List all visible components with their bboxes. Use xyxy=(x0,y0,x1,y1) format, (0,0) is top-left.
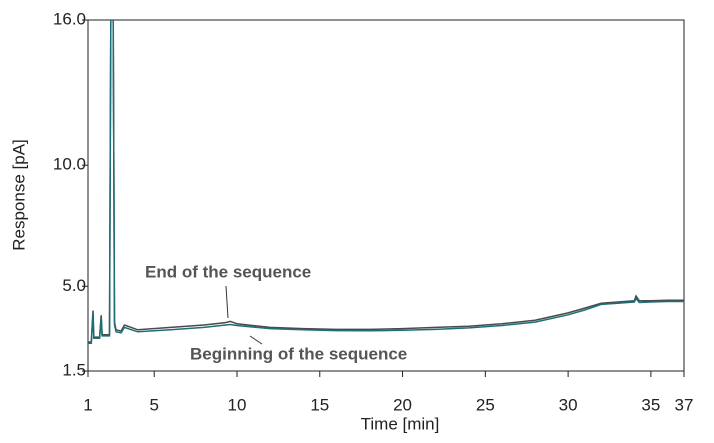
series-line xyxy=(88,20,684,343)
y-tick-label: 5.0 xyxy=(62,276,86,295)
x-tick-label: 20 xyxy=(393,395,412,414)
x-tick-label: 30 xyxy=(559,395,578,414)
x-tick-label: 37 xyxy=(675,395,694,414)
x-tick-label: 10 xyxy=(228,395,247,414)
x-tick-label: 35 xyxy=(641,395,660,414)
annotation-leader xyxy=(225,285,229,319)
y-tick-label: 16.0 xyxy=(53,9,86,28)
x-tick-label: 15 xyxy=(310,395,329,414)
x-tick-label: 25 xyxy=(476,395,495,414)
x-tick-label: 1 xyxy=(83,395,92,414)
y-axis-label: Response [pA] xyxy=(9,139,28,251)
annotation: Beginning of the sequence xyxy=(190,344,407,363)
plot-area xyxy=(88,20,684,344)
series-line xyxy=(88,20,684,344)
x-tick-label: 5 xyxy=(149,395,158,414)
y-tick-label: 1.5 xyxy=(62,360,86,379)
x-axis-label: Time [min] xyxy=(361,414,440,433)
annotation-leader xyxy=(249,335,263,345)
y-tick-label: 10.0 xyxy=(53,155,86,174)
plot-frame xyxy=(87,19,685,372)
annotation: End of the sequence xyxy=(145,262,311,281)
